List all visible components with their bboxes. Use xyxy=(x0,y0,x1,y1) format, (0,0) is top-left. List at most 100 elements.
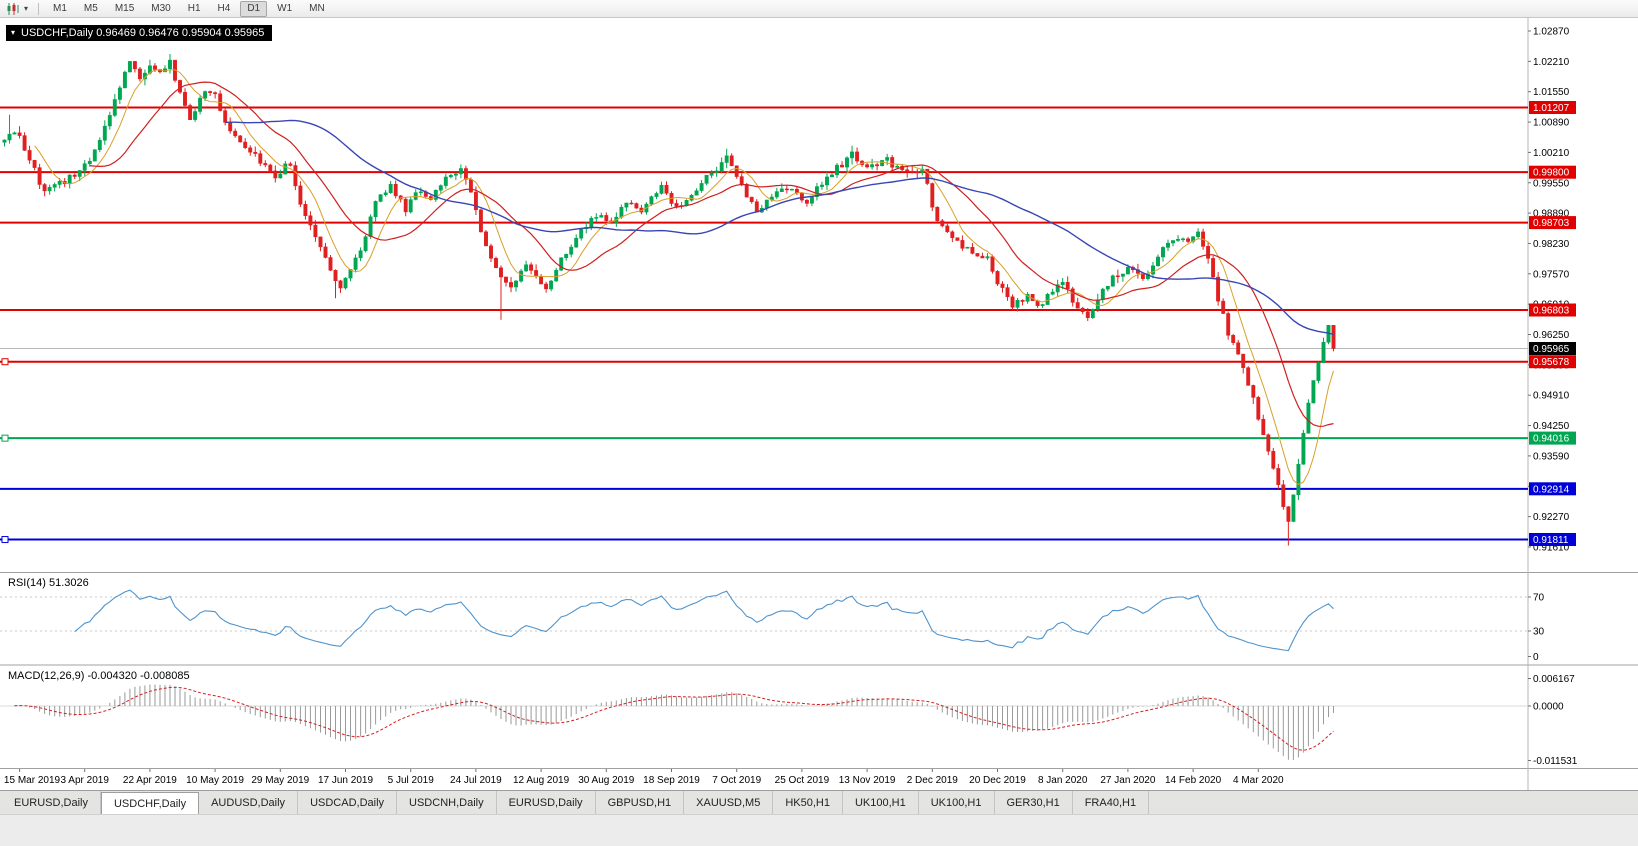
price-tag-0.94016[interactable] xyxy=(1529,431,1576,445)
svg-text:7 Oct 2019: 7 Oct 2019 xyxy=(712,775,761,786)
svg-text:5 Jul 2019: 5 Jul 2019 xyxy=(388,775,435,786)
macd-indicator-label: MACD(12,26,9) -0.004320 -0.008085 xyxy=(8,670,190,682)
chart-tab-9-uk100-h1[interactable]: UK100,H1 xyxy=(842,791,919,814)
chart-tab-3-usdcad-daily[interactable]: USDCAD,Daily xyxy=(298,791,398,814)
timeframe-button-w1[interactable]: W1 xyxy=(277,2,293,14)
price-tag-1.01207[interactable] xyxy=(1529,101,1576,114)
chart-area[interactable]: 1.02870 1.02210 1.01550 1.00890 1.00210 0.995… xyxy=(0,18,1638,790)
svg-text:18 Sep 2019: 18 Sep 2019 xyxy=(643,775,700,786)
svg-text:0.93590: 0.93590 xyxy=(1533,451,1570,462)
svg-text:30: 30 xyxy=(1533,627,1545,638)
status-strip xyxy=(0,814,1638,846)
timeframe-button-d1[interactable]: D1 xyxy=(240,0,268,17)
ma-line-18 xyxy=(89,81,1334,427)
price-tag-0.92914[interactable] xyxy=(1529,482,1576,496)
timeframe-button-m1[interactable]: M1 xyxy=(53,2,67,14)
macd-axis[interactable]: 0.006167 0.0000 -0.011531 xyxy=(1528,674,1578,767)
candles-layer xyxy=(2,54,1336,546)
svg-text:1.01207: 1.01207 xyxy=(1533,103,1570,114)
rsi-axis[interactable]: 70 30 0 xyxy=(0,593,1545,664)
svg-text:20 Dec 2019: 20 Dec 2019 xyxy=(969,775,1026,786)
price-tag-0.96803[interactable] xyxy=(1529,303,1576,317)
svg-text:0.94910: 0.94910 xyxy=(1533,391,1570,402)
svg-text:0.0000: 0.0000 xyxy=(1533,702,1564,713)
svg-text:13 Nov 2019: 13 Nov 2019 xyxy=(839,775,896,786)
price-tag-0.95678[interactable] xyxy=(1529,355,1576,369)
timeframe-button-m30[interactable]: M30 xyxy=(151,2,171,14)
svg-text:0.99550: 0.99550 xyxy=(1533,178,1570,189)
chart-tab-11-ger30-h1[interactable]: GER30,H1 xyxy=(994,791,1073,814)
ohlc-text: USDCHF,Daily 0.96469 0.96476 0.95904 0.9… xyxy=(21,27,265,39)
svg-text:0.91610: 0.91610 xyxy=(1533,542,1570,553)
svg-text:0.95965: 0.95965 xyxy=(1533,344,1570,355)
chevron-down-icon[interactable]: ▾ xyxy=(24,3,29,13)
svg-text:1.00210: 1.00210 xyxy=(1533,148,1570,159)
ma-line-7 xyxy=(34,69,1334,486)
chart-tab-4-usdcnh-daily[interactable]: USDCNH,Daily xyxy=(397,791,497,814)
rsi-line xyxy=(74,589,1334,652)
svg-text:70: 70 xyxy=(1533,593,1545,604)
chart-tab-5-eurusd-daily[interactable]: EURUSD,Daily xyxy=(496,791,596,814)
chart-tab-10-uk100-h1[interactable]: UK100,H1 xyxy=(918,791,995,814)
chevron-down-icon: ▾ xyxy=(11,28,16,37)
svg-text:30 Aug 2019: 30 Aug 2019 xyxy=(578,775,635,786)
timeframe-button-h4[interactable]: H4 xyxy=(217,2,231,14)
chart-tab-6-gbpusd-h1[interactable]: GBPUSD,H1 xyxy=(595,791,685,814)
chart-tabs-bar: EURUSD,Daily USDCHF,Daily AUDUSD,Daily USDC… xyxy=(0,790,1638,814)
svg-text:1.01550: 1.01550 xyxy=(1533,87,1570,98)
svg-text:0.95678: 0.95678 xyxy=(1533,357,1570,368)
timeframe-button-mn[interactable]: MN xyxy=(309,2,325,14)
timeframe-button-h1[interactable]: H1 xyxy=(187,2,201,14)
svg-text:29 May 2019: 29 May 2019 xyxy=(251,775,309,786)
svg-text:1.02870: 1.02870 xyxy=(1533,27,1570,38)
timeframe-button-m15[interactable]: M15 xyxy=(114,2,135,14)
svg-text:0.99800: 0.99800 xyxy=(1533,168,1570,179)
top-toolbar: ▾ M1 M5 M15 M30 H1 H4 D1 W1 MN xyxy=(0,0,1638,18)
svg-text:0.98703: 0.98703 xyxy=(1533,218,1570,229)
svg-text:4 Mar 2020: 4 Mar 2020 xyxy=(1233,775,1284,786)
chart-tab-0-eurusd-daily[interactable]: EURUSD,Daily xyxy=(2,791,101,814)
svg-text:10 May 2019: 10 May 2019 xyxy=(186,775,244,786)
price-tag-0.91811[interactable] xyxy=(1529,533,1576,546)
price-tags[interactable]: 1.01207 0.99800 0.98703 0.96803 0.95678 0.940… xyxy=(1529,101,1576,546)
toolbar-separator xyxy=(38,2,40,15)
level-handle-0.94016[interactable] xyxy=(1,434,9,442)
svg-text:0.94016: 0.94016 xyxy=(1533,434,1570,445)
price-tag-0.98703[interactable] xyxy=(1529,216,1576,230)
svg-text:0.006167: 0.006167 xyxy=(1533,674,1575,685)
ma-line-45 xyxy=(225,119,1334,336)
level-handle-0.91811[interactable] xyxy=(1,536,9,544)
svg-text:0: 0 xyxy=(1533,652,1539,663)
chart-tab-2-audusd-daily[interactable]: AUDUSD,Daily xyxy=(199,791,299,814)
svg-text:14 Feb 2020: 14 Feb 2020 xyxy=(1165,775,1222,786)
svg-text:-0.011531: -0.011531 xyxy=(1533,756,1578,767)
svg-text:0.92914: 0.92914 xyxy=(1533,484,1570,495)
macd-panel xyxy=(0,684,1528,760)
svg-text:0.98890: 0.98890 xyxy=(1533,209,1570,220)
price-tag-0.99800[interactable] xyxy=(1529,165,1576,179)
time-axis[interactable]: 15 Mar 2019 3 Apr 2019 22 Apr 2019 10 May 2… xyxy=(4,769,1284,786)
svg-text:3 Apr 2019: 3 Apr 2019 xyxy=(61,775,110,786)
svg-text:0.94250: 0.94250 xyxy=(1533,421,1570,432)
svg-text:1.02210: 1.02210 xyxy=(1533,57,1570,68)
price-tag-0.95965[interactable] xyxy=(1529,342,1576,355)
svg-text:2 Dec 2019: 2 Dec 2019 xyxy=(907,775,959,786)
chart-tab-8-hk50-h1[interactable]: HK50,H1 xyxy=(773,791,843,814)
chart-tab-7-xauusd-m5[interactable]: XAUUSD,M5 xyxy=(684,791,774,814)
candlestick-chart-icon[interactable] xyxy=(4,2,22,16)
chart-ohlc-header[interactable]: ▾ USDCHF,Daily 0.96469 0.96476 0.95904 0… xyxy=(6,25,273,41)
svg-text:8 Jan 2020: 8 Jan 2020 xyxy=(1038,775,1088,786)
svg-text:0.91811: 0.91811 xyxy=(1533,535,1569,546)
svg-text:17 Jun 2019: 17 Jun 2019 xyxy=(318,775,373,786)
chart-tab-12-fra40-h1[interactable]: FRA40,H1 xyxy=(1072,791,1150,814)
timeframe-toolbar: M1 M5 M15 M30 H1 H4 D1 W1 MN xyxy=(46,0,332,17)
svg-text:24 Jul 2019: 24 Jul 2019 xyxy=(450,775,502,786)
chart-tab-1-usdchf-daily[interactable]: USDCHF,Daily xyxy=(100,792,200,814)
svg-text:22 Apr 2019: 22 Apr 2019 xyxy=(123,775,177,786)
panel-separators xyxy=(0,18,1638,790)
svg-text:1.00890: 1.00890 xyxy=(1533,118,1570,129)
horizontal-levels[interactable] xyxy=(0,106,1528,544)
rsi-indicator-label: RSI(14) 51.3026 xyxy=(8,577,89,589)
timeframe-button-m5[interactable]: M5 xyxy=(83,2,98,14)
level-handle-0.95678[interactable] xyxy=(1,358,9,366)
